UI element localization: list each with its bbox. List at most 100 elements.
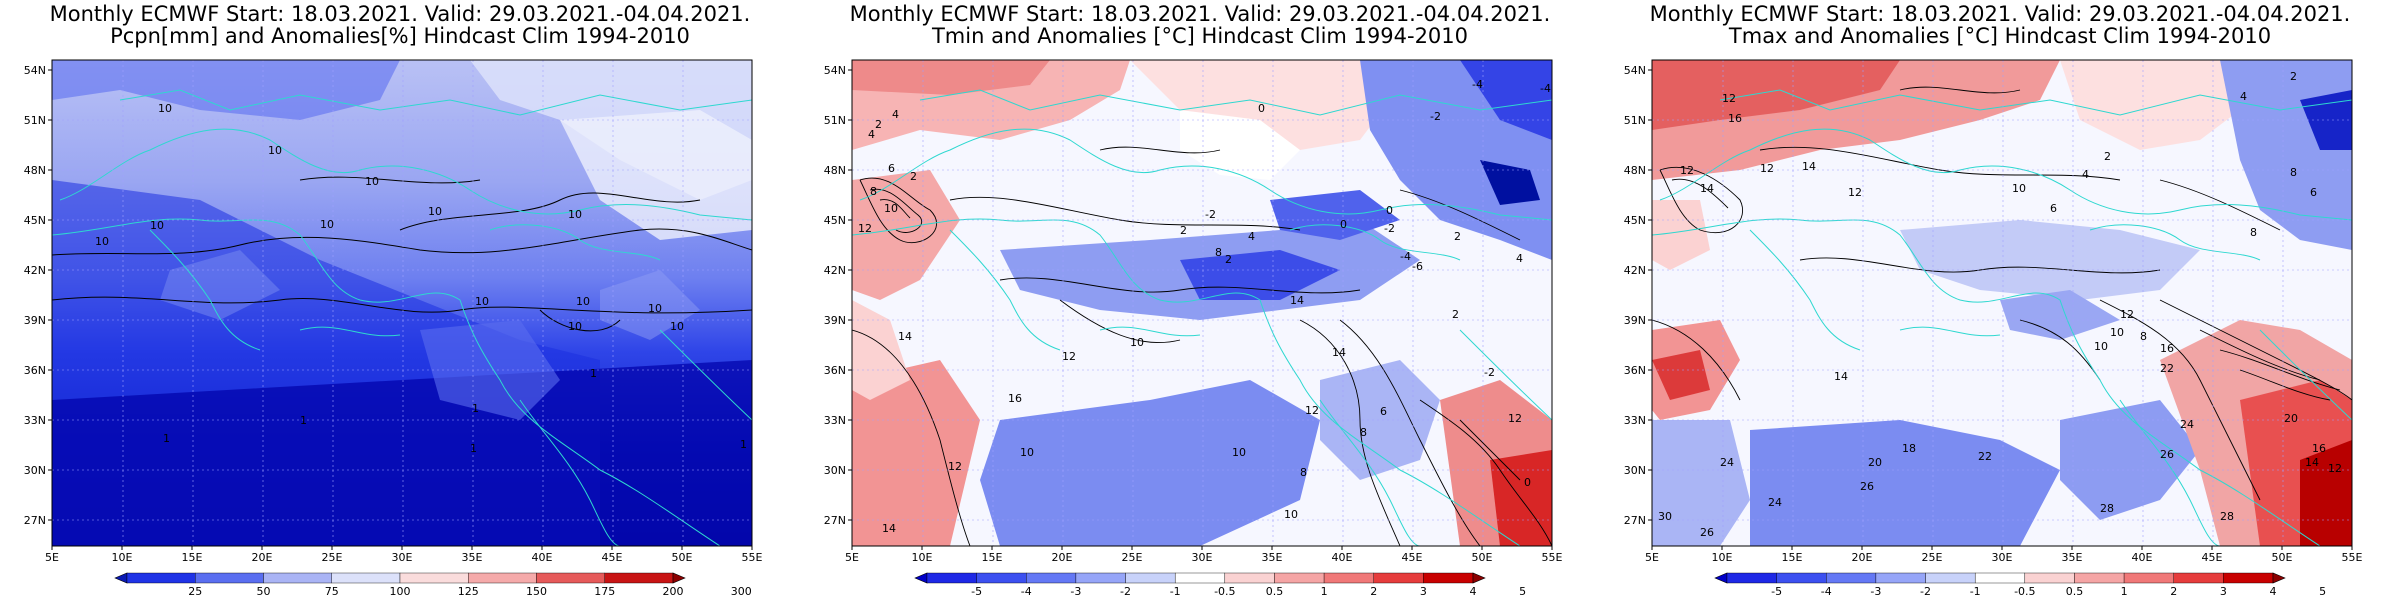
contour-label: 16 bbox=[1728, 112, 1742, 125]
lon-tick-label: 5E bbox=[1645, 551, 1659, 564]
colorbar-swatch bbox=[1174, 572, 1226, 584]
contour-label: 14 bbox=[1834, 370, 1848, 383]
panel-tmin: Monthly ECMWF Start: 18.03.2021. Valid: … bbox=[800, 0, 1600, 600]
contour-label: 12 bbox=[948, 460, 962, 473]
contour-label: 8 bbox=[2250, 226, 2257, 239]
contour-label: 12 bbox=[1680, 164, 1694, 177]
colorbar-label: 300 bbox=[731, 585, 752, 598]
colorbar-label: 3 bbox=[1420, 585, 1427, 598]
lon-tick-label: 10E bbox=[912, 551, 933, 564]
contour-label: 14 bbox=[898, 330, 912, 343]
colorbar-label: 1 bbox=[1321, 585, 1328, 598]
lon-tick-label: 10E bbox=[1712, 551, 1733, 564]
panel-title-line2: Tmin and Anomalies [°C] Hindcast Clim 19… bbox=[931, 24, 1469, 48]
colorbar-swatch bbox=[126, 572, 196, 584]
lat-tick-label: 45N bbox=[824, 214, 846, 227]
contour-label: 6 bbox=[2050, 202, 2057, 215]
anomaly-shading bbox=[852, 60, 1552, 546]
contour-label: 22 bbox=[2160, 362, 2174, 375]
contour-label: 6 bbox=[1380, 405, 1387, 418]
lon-tick-label: 5E bbox=[845, 551, 859, 564]
contour-label: 10 bbox=[150, 219, 164, 232]
contour-label: 0 bbox=[1386, 204, 1393, 217]
contour-label: 26 bbox=[1700, 526, 1714, 539]
contour-label: 1 bbox=[740, 438, 747, 451]
panel-title-line2: Tmax and Anomalies [°C] Hindcast Clim 19… bbox=[1728, 24, 2272, 48]
coastlines bbox=[852, 89, 1552, 546]
colorbar-high-arrow bbox=[1472, 572, 1486, 584]
colorbar-label: -2 bbox=[1120, 585, 1131, 598]
contour-label: -4 bbox=[1400, 250, 1411, 263]
lon-tick-label: 45E bbox=[2202, 551, 2223, 564]
colorbar-label: 125 bbox=[458, 585, 479, 598]
colorbar-label: 5 bbox=[1519, 585, 1526, 598]
lat-tick-label: 51N bbox=[24, 114, 46, 127]
colorbar-label: 1 bbox=[2121, 585, 2128, 598]
grid bbox=[52, 60, 752, 546]
contour-label: -2 bbox=[1484, 366, 1495, 379]
colorbar-swatch bbox=[1323, 572, 1374, 584]
colorbar-label: -3 bbox=[1870, 585, 1881, 598]
lon-tick-label: 30E bbox=[1192, 551, 1213, 564]
colorbar-label: 150 bbox=[526, 585, 547, 598]
contour-label: 10 bbox=[576, 295, 590, 308]
contour-label: 8 bbox=[1300, 466, 1307, 479]
contour-label: 8 bbox=[870, 185, 877, 198]
colorbar-swatch bbox=[1423, 572, 1474, 584]
contour-label: -4 bbox=[1540, 82, 1551, 95]
contour-label: -2 bbox=[1205, 208, 1216, 221]
colorbar-label: -4 bbox=[1021, 585, 1032, 598]
colorbar-swatch bbox=[1075, 572, 1126, 584]
colorbar-swatch bbox=[399, 572, 469, 584]
lon-tick-labels: 5E 10E 15E 20E 25E 30E 35E 40E 45E 50E 55E bbox=[45, 546, 763, 564]
colorbar-swatch bbox=[1974, 572, 2026, 584]
colorbar-swatch bbox=[2173, 572, 2224, 584]
panel-title-line2: Pcpn[mm] and Anomalies[%] Hindcast Clim … bbox=[110, 24, 690, 48]
lat-tick-label: 36N bbox=[824, 364, 846, 377]
lon-tick-label: 55E bbox=[2342, 551, 2363, 564]
lon-tick-label: 50E bbox=[1472, 551, 1493, 564]
colorbar-label: 3 bbox=[2220, 585, 2227, 598]
contour-label: 2 bbox=[1180, 224, 1187, 237]
contour-label: 10 bbox=[320, 218, 334, 231]
colorbar-swatch bbox=[1875, 572, 1926, 584]
lon-tick-labels: 5E 10E 15E 20E 25E 30E 35E 40E 45E 50E 55E bbox=[1645, 546, 2363, 564]
colorbar-low-arrow bbox=[914, 572, 928, 584]
contour-label: 10 bbox=[884, 202, 898, 215]
colorbar-swatch bbox=[331, 572, 401, 584]
contour-label: 20 bbox=[1868, 456, 1882, 469]
contour-labels: 4 2 0 -2 -4 2 4 6 8 10 12 14 16 10 12 14… bbox=[858, 78, 1551, 535]
contour-label: 10 bbox=[428, 205, 442, 218]
lon-tick-label: 50E bbox=[672, 551, 693, 564]
colorbar-label: 4 bbox=[1470, 585, 1477, 598]
colorbar-swatch bbox=[2123, 572, 2174, 584]
contour-label: 4 bbox=[2240, 90, 2247, 103]
lon-tick-label: 5E bbox=[45, 551, 59, 564]
contour-label: 4 bbox=[2082, 168, 2089, 181]
lat-tick-label: 33N bbox=[24, 414, 46, 427]
contour-label: 10 bbox=[1130, 336, 1144, 349]
coastlines bbox=[1652, 89, 2352, 546]
panel-title-line1: Monthly ECMWF Start: 18.03.2021. Valid: … bbox=[49, 2, 751, 26]
colorbar-label: 100 bbox=[390, 585, 411, 598]
contour-label: 12 bbox=[858, 222, 872, 235]
contour-label: 12 bbox=[2120, 308, 2134, 321]
contour-label: 1 bbox=[472, 402, 479, 415]
contour-label: 14 bbox=[2305, 456, 2319, 469]
colorbar-swatch bbox=[1125, 572, 1176, 584]
lon-tick-label: 40E bbox=[1332, 551, 1353, 564]
contour-label: 28 bbox=[2100, 502, 2114, 515]
lat-tick-label: 27N bbox=[824, 514, 846, 527]
contour-label: 10 bbox=[158, 102, 172, 115]
lat-tick-label: 39N bbox=[824, 314, 846, 327]
colorbar-swatch bbox=[976, 572, 1027, 584]
colorbar-label: 25 bbox=[188, 585, 202, 598]
colorbar-label: 175 bbox=[594, 585, 615, 598]
contour-label: 2 bbox=[910, 170, 917, 183]
contour-label: 1 bbox=[590, 367, 597, 380]
lon-tick-label: 40E bbox=[532, 551, 553, 564]
contour-label: 12 bbox=[1508, 412, 1522, 425]
lon-tick-label: 15E bbox=[982, 551, 1003, 564]
contour-label: 10 bbox=[670, 320, 684, 333]
colorbar-swatch bbox=[1776, 572, 1827, 584]
